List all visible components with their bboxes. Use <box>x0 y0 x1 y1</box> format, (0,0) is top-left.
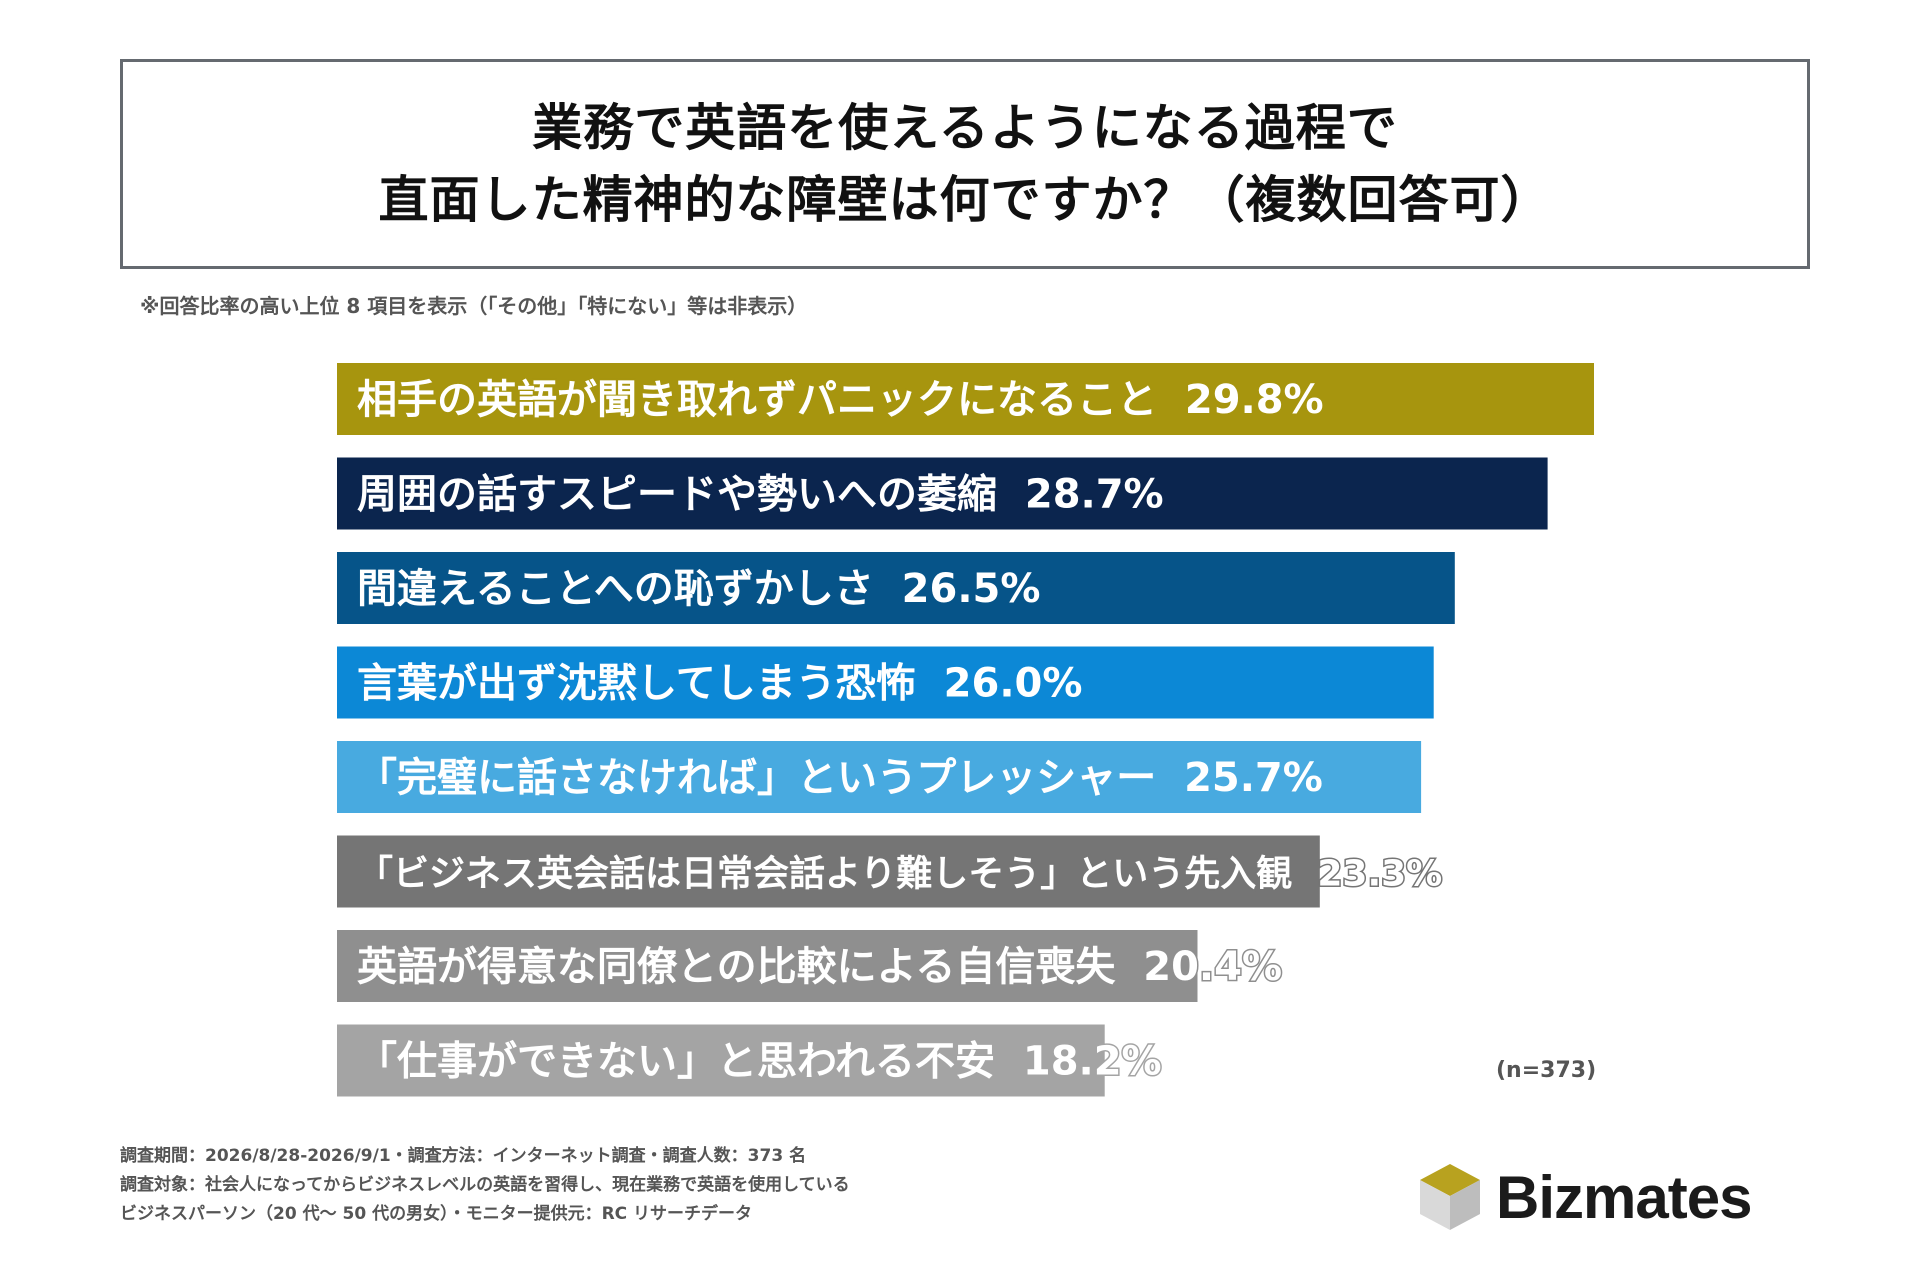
category-label-3: 間違えることへの恥ずかしさ <box>357 566 902 612</box>
bar-label-1: 相手の英語が聞き取れずパニックになること 29.8% <box>357 377 1324 423</box>
footer-line-1: 調査期間：2026/8/28-2026/9/1・調査方法：インターネット調査・調… <box>120 1146 807 1166</box>
value-label-5: 25.7% <box>1184 755 1323 801</box>
bar-label-8: 「仕事ができない」と思われる不安 18.2% <box>357 1039 1162 1085</box>
value-label-3: 26.5% <box>902 566 1041 612</box>
category-label-7: 英語が得意な同僚との比較による自信喪失 <box>357 944 1143 990</box>
bar-label-6: 「ビジネス英会話は日常会話より難しそう」という先入観 23.3% <box>357 854 1442 895</box>
value-label-4: 26.0% <box>944 661 1083 707</box>
value-label-8: 18.2% <box>1023 1039 1162 1085</box>
value-label-2: 28.7% <box>1025 472 1164 518</box>
chart-title-line-2: 直面した精神的な障壁は何ですか？（複数回答可） <box>378 171 1552 229</box>
title-box: 業務で英語を使えるようになる過程で 直面した精神的な障壁は何ですか？（複数回答可… <box>120 59 1810 269</box>
bar-8 <box>337 1024 1105 1097</box>
bar-label-4: 言葉が出ず沈黙してしまう恐怖 26.0% <box>357 661 1082 707</box>
bar-label-5: 「完璧に話さなければ」というプレッシャー 25.7% <box>357 755 1323 801</box>
value-label-7: 20.4% <box>1143 944 1282 990</box>
bar-6 <box>337 835 1320 908</box>
category-label-1: 相手の英語が聞き取れずパニックになること <box>357 377 1185 423</box>
category-label-8: 「仕事ができない」と思われる不安 <box>357 1039 1023 1085</box>
value-label-1: 29.8% <box>1185 377 1324 423</box>
bar-label-3: 間違えることへの恥ずかしさ 26.5% <box>357 566 1040 612</box>
value-label-6: 23.3% <box>1317 854 1442 895</box>
chart-note: ※回答比率の高い上位 8 項目を表示（「その他」「特にない」等は非表示） <box>140 294 808 318</box>
bar-label-2: 周囲の話すスピードや勢いへの萎縮 28.7% <box>357 472 1164 518</box>
category-label-5: 「完璧に話さなければ」というプレッシャー <box>357 755 1184 801</box>
category-label-4: 言葉が出ず沈黙してしまう恐怖 <box>357 661 944 707</box>
footer-line-2: 調査対象：社会人になってからビジネスレベルの英語を習得し、現在業務で英語を使用し… <box>120 1175 850 1195</box>
bar-3 <box>337 552 1455 624</box>
chart-title-line-1: 業務で英語を使えるようになる過程で <box>532 99 1398 157</box>
category-label-2: 周囲の話すスピードや勢いへの萎縮 <box>357 472 1025 518</box>
cube-icon <box>1420 1164 1480 1230</box>
bar-2 <box>337 457 1548 530</box>
category-label-6: 「ビジネス英会話は日常会話より難しそう」という先入観 <box>357 854 1317 895</box>
bar-4 <box>337 646 1434 719</box>
bar-7 <box>337 930 1198 1002</box>
logo-text: Bizmates <box>1496 1163 1752 1231</box>
bar-label-7: 英語が得意な同僚との比較による自信喪失 20.4% <box>357 944 1282 990</box>
bizmates-logo: Bizmates <box>1418 1162 1752 1232</box>
sample-size-label: (n=373) <box>1496 1058 1597 1083</box>
bar-5 <box>337 741 1422 813</box>
footer-line-3: ビジネスパーソン（20 代～ 50 代の男女）・モニター提供元：RC リサーチデ… <box>120 1204 753 1224</box>
bar-1 <box>337 363 1594 435</box>
survey-footer: 調査期間：2026/8/28-2026/9/1・調査方法：インターネット調査・調… <box>120 1142 850 1229</box>
